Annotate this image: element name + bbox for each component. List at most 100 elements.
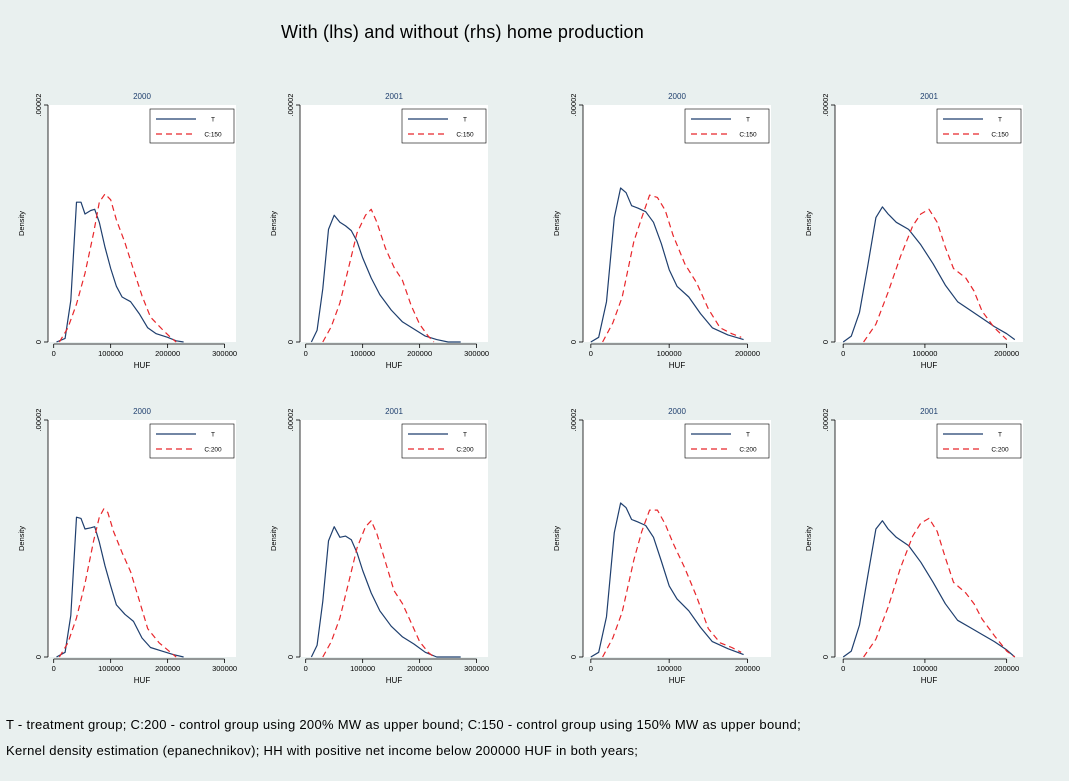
y-tick-label: .00002 <box>569 409 578 432</box>
legend-label: C:200 <box>991 447 1009 454</box>
density-panel-5: 2000 0 .00002 Density 0 100000 200000 300000 HUF… <box>17 407 237 685</box>
y-tick-label: 0 <box>569 340 578 344</box>
legend-label: T <box>211 117 215 124</box>
panel-title: 2000 <box>133 92 151 101</box>
x-tick-label: 300000 <box>212 664 237 673</box>
density-panel-8: 2001 0 .00002 Density 0 100000 200000 HUF T C:200 <box>804 407 1023 685</box>
y-tick-label: 0 <box>34 340 43 344</box>
legend-label: T <box>463 117 467 124</box>
control-density-line <box>863 517 1016 658</box>
x-tick-label: 300000 <box>464 349 489 358</box>
y-axis-label: Density <box>269 211 278 236</box>
control-density-line <box>322 520 435 658</box>
y-tick-label: 0 <box>821 340 830 344</box>
x-tick-label: 0 <box>304 349 308 358</box>
treatment-density-line <box>590 187 744 343</box>
control-density-line <box>602 194 742 343</box>
control-density-line <box>58 508 177 658</box>
panel-title: 2001 <box>920 407 938 416</box>
x-tick-label: 0 <box>589 664 593 673</box>
x-tick-label: 200000 <box>994 349 1019 358</box>
control-density-line <box>322 208 435 343</box>
y-axis-label: Density <box>17 526 26 551</box>
treatment-density-line <box>842 520 1016 658</box>
y-tick-label: .00002 <box>286 409 295 432</box>
legend-label: C:200 <box>204 447 222 454</box>
legend-box <box>149 423 235 459</box>
density-panel-6: 2001 0 .00002 Density 0 100000 200000 300000 HUF… <box>269 407 489 685</box>
legend-box <box>684 423 770 459</box>
panel-title: 2001 <box>385 407 403 416</box>
plot-area <box>835 420 1023 657</box>
x-tick-label: 300000 <box>464 664 489 673</box>
legend: T C:200 <box>684 423 770 459</box>
x-tick-label: 200000 <box>735 349 760 358</box>
x-tick-label: 100000 <box>98 349 123 358</box>
x-tick-label: 200000 <box>407 664 432 673</box>
density-panel-1: 2000 0 .00002 Density 0 100000 200000 300000 HUF… <box>17 92 237 370</box>
treatment-density-line <box>310 214 461 343</box>
legend-label: C:150 <box>204 132 222 139</box>
x-axis-label: HUF <box>386 361 403 370</box>
x-axis-label: HUF <box>669 676 686 685</box>
y-tick-label: .00002 <box>34 409 43 432</box>
density-panel-2: 2001 0 .00002 Density 0 100000 200000 300000 HUF… <box>269 92 489 370</box>
footnote-method: Kernel density estimation (epanechnikov)… <box>6 743 639 758</box>
plot-area <box>48 420 236 657</box>
x-tick-label: 100000 <box>912 664 937 673</box>
y-axis-label: Density <box>17 211 26 236</box>
x-tick-label: 100000 <box>350 664 375 673</box>
y-axis-label: Density <box>552 526 561 551</box>
plot-area <box>300 420 488 657</box>
legend-box <box>401 423 487 459</box>
x-tick-label: 0 <box>304 664 308 673</box>
legend: T C:150 <box>684 108 770 144</box>
legend-label: C:200 <box>456 447 474 454</box>
x-tick-label: 0 <box>589 349 593 358</box>
treatment-density-line <box>590 502 744 658</box>
y-tick-label: .00002 <box>34 94 43 117</box>
treatment-density-line <box>56 516 184 658</box>
y-axis-label: Density <box>552 211 561 236</box>
x-tick-label: 200000 <box>994 664 1019 673</box>
legend-label: T <box>998 432 1002 439</box>
panel-title: 2001 <box>920 92 938 101</box>
panel-title: 2001 <box>385 92 403 101</box>
x-tick-label: 100000 <box>350 349 375 358</box>
x-axis-label: HUF <box>386 676 403 685</box>
legend: T C:200 <box>936 423 1022 459</box>
x-tick-label: 0 <box>52 664 56 673</box>
legend: T C:150 <box>401 108 487 144</box>
x-tick-label: 100000 <box>657 664 682 673</box>
y-axis-label: Density <box>804 526 813 551</box>
treatment-density-line <box>310 526 461 658</box>
legend-label: T <box>211 432 215 439</box>
x-tick-label: 200000 <box>155 664 180 673</box>
density-panel-3: 2000 0 .00002 Density 0 100000 200000 HUF T C:150 <box>552 92 771 370</box>
legend-label: T <box>746 117 750 124</box>
legend-box <box>149 108 235 144</box>
treatment-density-line <box>842 206 1016 343</box>
legend: T C:200 <box>149 423 235 459</box>
control-density-line <box>602 509 742 658</box>
x-tick-label: 0 <box>52 349 56 358</box>
figure-title: With (lhs) and without (rhs) home produc… <box>281 22 644 42</box>
panel-title: 2000 <box>133 407 151 416</box>
x-tick-label: 200000 <box>155 349 180 358</box>
legend-box <box>684 108 770 144</box>
legend-label: C:150 <box>991 132 1009 139</box>
legend-label: C:150 <box>456 132 474 139</box>
x-tick-label: 0 <box>841 664 845 673</box>
y-tick-label: .00002 <box>821 94 830 117</box>
y-tick-label: .00002 <box>821 409 830 432</box>
legend-label: C:150 <box>739 132 757 139</box>
x-axis-label: HUF <box>134 361 151 370</box>
y-tick-label: 0 <box>34 655 43 659</box>
x-tick-label: 300000 <box>212 349 237 358</box>
x-axis-label: HUF <box>669 361 686 370</box>
control-density-line <box>863 208 1008 343</box>
panel-title: 2000 <box>668 92 686 101</box>
footnote-legend-key: T - treatment group; C:200 - control gro… <box>6 717 801 732</box>
